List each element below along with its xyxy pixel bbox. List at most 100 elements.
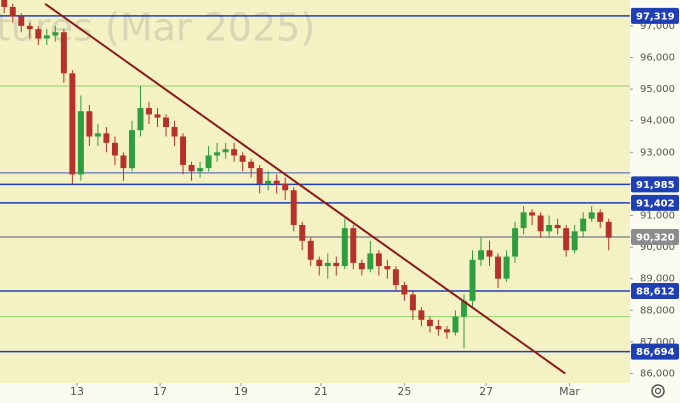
candle-body — [180, 136, 187, 165]
candle-body — [35, 29, 42, 39]
candle-body — [571, 231, 578, 251]
candle-body — [9, 6, 16, 17]
candle-body — [299, 224, 306, 241]
candle-body — [248, 161, 255, 169]
candle-body — [18, 16, 25, 26]
x-tick-label: 21 — [314, 385, 328, 398]
candle-body — [231, 149, 238, 156]
candle-body — [256, 168, 263, 184]
candle-body — [435, 326, 442, 330]
y-tick-label: 96,000 — [640, 53, 675, 64]
price-level-label: 91,985 — [636, 180, 675, 191]
candle-body — [367, 253, 374, 270]
candle-body — [205, 155, 212, 169]
price-level-label: 88,612 — [636, 286, 675, 297]
candle-body — [563, 228, 570, 251]
candle-body — [316, 259, 323, 267]
settings-icon[interactable] — [651, 384, 665, 398]
x-tick-label: 25 — [397, 385, 411, 398]
price-level-tag — [631, 7, 679, 24]
candle-body — [273, 180, 280, 184]
candle-body — [307, 240, 314, 260]
candle-body — [120, 155, 127, 169]
candle-body — [333, 262, 340, 267]
candle-body — [26, 25, 33, 30]
candle-body — [529, 212, 536, 216]
candle-body — [77, 111, 84, 175]
y-tick-label: 93,000 — [640, 147, 675, 158]
candle-body — [580, 218, 587, 232]
candle-body — [443, 329, 450, 333]
candle-body — [52, 32, 59, 36]
candle-body — [222, 149, 229, 153]
candle-body — [418, 310, 425, 320]
candle-body — [597, 212, 604, 222]
candle-body — [239, 155, 246, 162]
candle-body — [461, 300, 467, 317]
y-tick-label: 91,000 — [640, 211, 675, 222]
candle-body — [197, 168, 204, 172]
price-level-label: 97,319 — [636, 11, 675, 22]
candle-body — [409, 294, 416, 311]
x-tick-label: 13 — [70, 385, 84, 398]
y-tick-label: 90,000 — [640, 242, 675, 253]
plot-background — [0, 0, 630, 383]
candle-body — [111, 142, 118, 156]
candle-body — [554, 224, 561, 229]
candle-body — [171, 127, 178, 137]
candle-body — [512, 228, 519, 257]
candle-body — [478, 250, 484, 260]
y-tick-label: 88,000 — [640, 305, 675, 316]
candle-body — [426, 319, 433, 327]
candle-body — [503, 256, 510, 279]
candle-body — [358, 262, 365, 270]
candle-body — [588, 212, 595, 219]
candle-body — [265, 180, 272, 184]
y-tick-label: 94,000 — [640, 116, 675, 127]
y-tick-label: 86,000 — [640, 369, 675, 380]
price-level-tag — [631, 343, 679, 360]
y-tick-label: 97,000 — [640, 21, 675, 32]
candle-body — [469, 259, 476, 301]
x-tick-label: Mar — [559, 385, 580, 398]
candle-body — [1, 0, 8, 7]
watermark: tures (Mar 2025) — [0, 6, 315, 50]
candle-body — [546, 224, 553, 232]
x-tick-label: 19 — [234, 385, 248, 398]
candle-body — [350, 228, 357, 263]
candle-body — [163, 117, 169, 128]
candle-body — [103, 133, 110, 143]
candle-body — [341, 228, 348, 267]
candle-body — [537, 215, 544, 232]
candle-body — [154, 114, 161, 118]
candle-body — [188, 164, 195, 172]
candle-body — [384, 266, 391, 270]
y-tick-label: 89,000 — [640, 274, 675, 285]
candle-body — [146, 108, 152, 115]
candle-body — [375, 253, 382, 267]
candle-body — [214, 152, 221, 156]
trendline — [44, 2, 566, 375]
x-tick-label: 17 — [153, 385, 167, 398]
candle-body — [69, 73, 76, 175]
candle-body — [401, 285, 408, 295]
price-level-label: 91,402 — [636, 198, 675, 209]
candle-body — [137, 108, 144, 131]
x-tick-label: 27 — [479, 385, 493, 398]
candle-body — [60, 32, 67, 74]
price-level-tag — [631, 229, 679, 246]
candle-body — [486, 250, 493, 257]
candle-body — [43, 35, 50, 39]
candle-body — [452, 316, 459, 333]
candle-body — [94, 133, 101, 137]
price-level-tag — [631, 176, 679, 193]
price-level-label: 86,694 — [636, 347, 675, 358]
candle-body — [324, 262, 331, 267]
y-tick-label: 95,000 — [640, 84, 675, 95]
price-level-tag — [631, 282, 679, 299]
price-level-label: 90,320 — [636, 233, 675, 244]
candle-body — [282, 183, 289, 191]
candle-body — [605, 221, 612, 238]
price-level-tag — [631, 194, 679, 211]
